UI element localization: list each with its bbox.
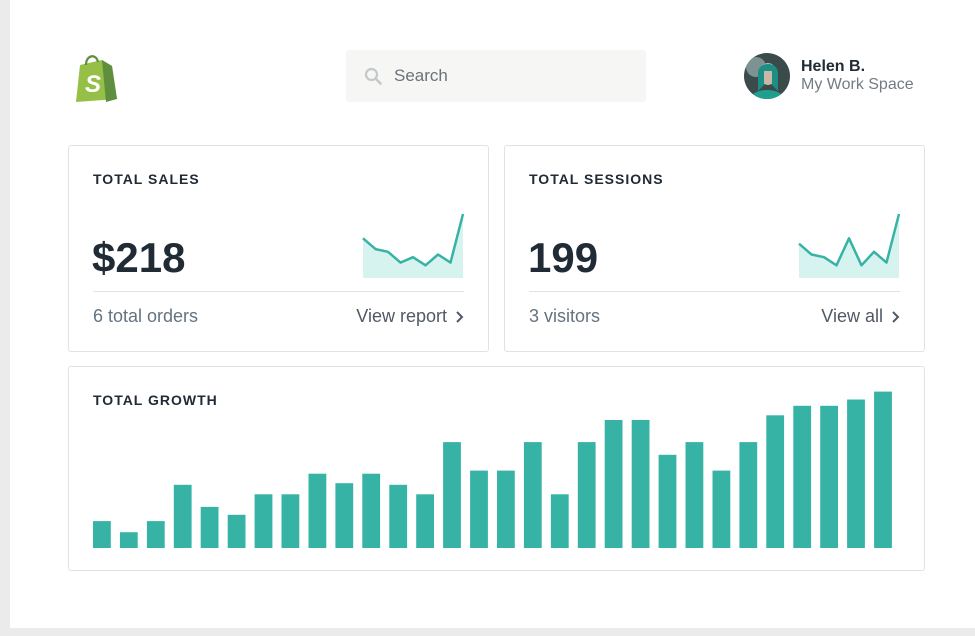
search-bar[interactable] (346, 50, 646, 102)
view-report-link[interactable]: View report (356, 306, 464, 327)
growth-bar (523, 442, 542, 548)
total-sales-card: TOTAL SALES $218 6 total orders View rep… (68, 145, 489, 352)
growth-bar (254, 494, 273, 548)
divider (529, 291, 900, 292)
total-sessions-card: TOTAL SESSIONS 199 3 visitors View all (504, 145, 925, 352)
growth-bar (146, 521, 165, 548)
growth-bar (416, 494, 434, 548)
search-icon (364, 67, 382, 85)
growth-bar (793, 405, 812, 548)
sessions-value: 199 (528, 234, 599, 281)
sales-value: $218 (92, 234, 186, 281)
growth-bar (820, 405, 838, 548)
chevron-right-icon (456, 310, 464, 323)
growth-bar (604, 420, 623, 548)
growth-bar (362, 473, 381, 548)
growth-bar (173, 484, 192, 548)
growth-bar (631, 420, 650, 548)
growth-bar (227, 514, 246, 548)
chevron-right-icon (892, 310, 900, 323)
shopify-bag-icon: S (76, 55, 117, 102)
user-name: Helen B. (801, 58, 866, 75)
sales-sparkline (362, 213, 465, 278)
growth-bar (470, 470, 488, 548)
card-title: TOTAL SESSIONS (529, 171, 664, 187)
growth-bar-chart (93, 391, 892, 548)
growth-bar (739, 442, 758, 548)
view-all-label: View all (821, 306, 883, 326)
view-all-link[interactable]: View all (821, 306, 900, 327)
growth-bar (550, 494, 569, 548)
growth-bar (335, 483, 354, 548)
growth-bar (577, 442, 596, 548)
avatar-image (744, 53, 790, 99)
dashboard-page: S Helen B. My Work Space TOTAL SALES (10, 0, 975, 628)
shopify-logo[interactable]: S (72, 52, 118, 102)
growth-bar (497, 470, 515, 548)
growth-bar (389, 484, 408, 548)
divider (93, 291, 464, 292)
card-title: TOTAL SALES (93, 171, 200, 187)
visitors-count: 3 visitors (529, 306, 601, 326)
growth-bar (712, 470, 731, 548)
sparkline-line (362, 213, 465, 267)
growth-bar (874, 391, 892, 548)
growth-bar (766, 415, 785, 548)
search-input[interactable] (394, 66, 634, 86)
user-info: Helen B. My Work Space (801, 58, 914, 94)
user-profile[interactable]: Helen B. My Work Space (744, 52, 944, 100)
growth-bar (281, 494, 300, 548)
avatar[interactable] (744, 53, 790, 99)
total-growth-card: TOTAL GROWTH (68, 366, 925, 571)
growth-bar (658, 454, 677, 548)
growth-bar (200, 506, 219, 548)
view-report-label: View report (356, 306, 447, 326)
growth-bar (685, 442, 704, 548)
growth-bar (119, 532, 138, 548)
svg-text:S: S (85, 71, 101, 98)
sparkline-line (798, 213, 901, 267)
growth-bar (847, 399, 865, 548)
orders-count: 6 total orders (93, 306, 199, 326)
growth-bar (443, 442, 461, 548)
card-title: TOTAL GROWTH (93, 392, 218, 408)
growth-bar (93, 521, 111, 548)
growth-bar (308, 473, 327, 548)
sparkline-area (799, 214, 899, 278)
workspace-name: My Work Space (801, 76, 914, 93)
sessions-sparkline (798, 213, 901, 278)
sparkline-area (363, 214, 463, 278)
